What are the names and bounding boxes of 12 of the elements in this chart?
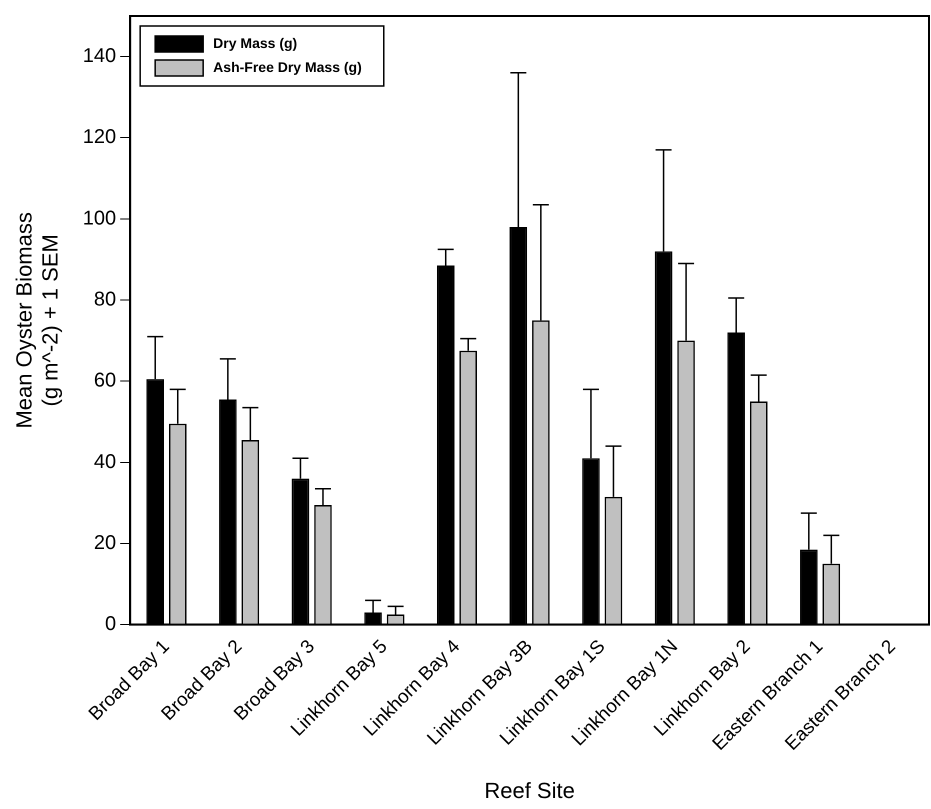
y-tick-label: 0 xyxy=(105,613,116,636)
y-tick-label: 120 xyxy=(82,126,116,148)
legend-label: Dry Mass (g) xyxy=(213,34,298,51)
x-axis-title: Reef Site xyxy=(484,778,575,803)
y-tick-label: 20 xyxy=(94,532,116,554)
y-tick-label: 40 xyxy=(94,450,116,473)
legend-label: Ash-Free Dry Mass (g) xyxy=(213,58,362,75)
y-axis-title: Mean Oyster Biomass (g m^-2) + 1 SEM xyxy=(11,212,63,429)
y-tick-label: 100 xyxy=(82,207,116,230)
y-tick-label: 60 xyxy=(94,370,116,392)
y-tick-label: 80 xyxy=(94,288,116,311)
y-tick-label: 140 xyxy=(82,45,116,68)
